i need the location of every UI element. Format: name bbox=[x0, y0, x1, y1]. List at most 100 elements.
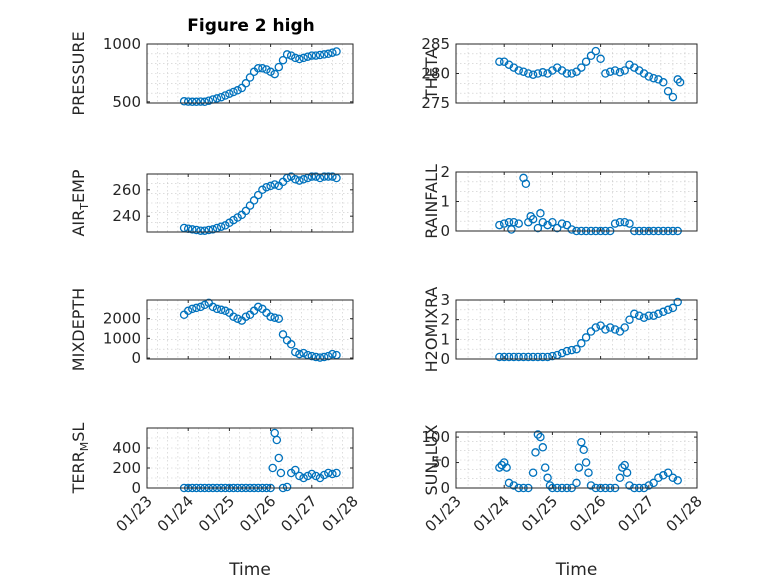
data-point bbox=[533, 223, 543, 233]
data-point bbox=[286, 340, 296, 349]
data-point bbox=[574, 463, 584, 472]
data-point bbox=[253, 302, 263, 312]
y-tick-label: 1 bbox=[440, 193, 450, 211]
data-point bbox=[315, 50, 325, 60]
data-point bbox=[311, 172, 321, 181]
data-point bbox=[200, 226, 209, 235]
data-point bbox=[328, 349, 337, 359]
data-point bbox=[324, 49, 333, 59]
data-point bbox=[581, 458, 591, 467]
data-point bbox=[649, 73, 658, 83]
data-point bbox=[319, 470, 329, 480]
data-point bbox=[528, 352, 538, 362]
data-point bbox=[620, 323, 629, 332]
x-tick-label: 01/28 bbox=[319, 492, 362, 535]
data-point bbox=[673, 297, 682, 307]
data-point bbox=[538, 352, 548, 362]
data-point bbox=[649, 311, 658, 320]
y-tick-label: 275 bbox=[421, 94, 450, 112]
y-tick-label: 3 bbox=[440, 291, 450, 309]
data-point bbox=[295, 54, 304, 64]
data-point bbox=[536, 432, 545, 442]
data-point bbox=[233, 314, 242, 323]
data-point bbox=[274, 62, 284, 72]
data-point bbox=[253, 190, 263, 200]
data-point bbox=[208, 225, 218, 234]
x-tick-label: 01/24 bbox=[154, 492, 197, 535]
data-point bbox=[328, 469, 337, 479]
data-point bbox=[567, 345, 576, 355]
data-point bbox=[557, 348, 567, 358]
data-point bbox=[514, 352, 523, 362]
data-point bbox=[212, 94, 222, 103]
data-point bbox=[196, 97, 205, 106]
y-tick-label: 0 bbox=[131, 479, 141, 497]
data-point bbox=[581, 333, 591, 342]
data-point bbox=[620, 217, 629, 227]
data-point bbox=[291, 347, 300, 357]
data-point bbox=[567, 69, 576, 78]
data-point bbox=[319, 172, 329, 181]
y-axis-label: PRESSURE bbox=[69, 31, 88, 115]
data-point bbox=[200, 97, 209, 107]
x-tick-label: 01/27 bbox=[614, 492, 657, 535]
data-point bbox=[504, 217, 514, 227]
data-point bbox=[188, 97, 197, 107]
data-point bbox=[533, 430, 543, 439]
y-axis-label: AIRTEMP bbox=[69, 169, 91, 236]
y-tick-label: 260 bbox=[112, 181, 141, 199]
data-point bbox=[328, 172, 337, 181]
data-point bbox=[610, 219, 620, 228]
data-point bbox=[521, 179, 531, 189]
y-axis-label: MIXDEPTH bbox=[69, 288, 88, 371]
data-point bbox=[668, 303, 678, 313]
data-point bbox=[654, 473, 663, 483]
y-tick-label: 285 bbox=[421, 35, 450, 53]
data-point bbox=[634, 311, 644, 320]
data-point bbox=[183, 306, 193, 316]
data-point bbox=[519, 352, 528, 362]
y-tick-label: 2000 bbox=[103, 310, 141, 328]
data-point bbox=[221, 306, 230, 316]
data-point bbox=[311, 471, 321, 481]
data-point bbox=[307, 51, 317, 60]
data-point bbox=[268, 463, 277, 473]
data-point bbox=[533, 352, 543, 362]
data-point bbox=[663, 86, 673, 96]
data-point bbox=[276, 468, 286, 478]
data-point bbox=[668, 473, 678, 483]
data-point bbox=[601, 325, 610, 334]
data-point bbox=[504, 478, 514, 488]
data-point bbox=[291, 53, 300, 63]
data-point bbox=[663, 305, 673, 315]
data-point bbox=[601, 69, 610, 78]
data-point bbox=[179, 97, 189, 106]
data-point bbox=[586, 481, 596, 490]
data-point bbox=[507, 225, 516, 234]
y-tick-label: 2 bbox=[440, 311, 450, 329]
data-point bbox=[543, 473, 552, 483]
y-tick-label: 500 bbox=[112, 93, 141, 111]
x-axis-label: Time bbox=[555, 560, 598, 580]
x-tick-label: 01/25 bbox=[195, 492, 238, 535]
data-point bbox=[567, 225, 576, 234]
data-point bbox=[579, 445, 588, 455]
data-point bbox=[557, 219, 567, 228]
data-point bbox=[659, 78, 668, 87]
data-point bbox=[262, 65, 271, 74]
data-point bbox=[272, 435, 282, 445]
data-point bbox=[192, 97, 201, 107]
data-point bbox=[577, 437, 586, 447]
data-point bbox=[659, 307, 668, 317]
data-point bbox=[630, 309, 639, 319]
data-point bbox=[278, 330, 288, 339]
data-point bbox=[519, 67, 528, 76]
axes-frame bbox=[455, 171, 698, 232]
data-point bbox=[591, 46, 601, 56]
data-point bbox=[552, 223, 562, 233]
